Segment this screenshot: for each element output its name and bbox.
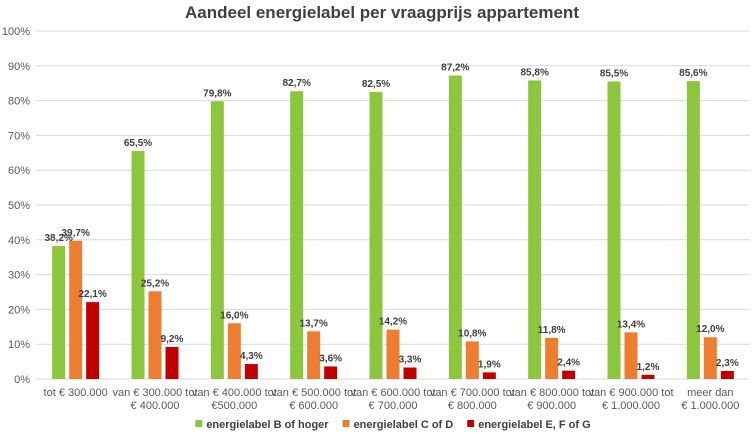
- data-label: 87,2%: [441, 63, 469, 74]
- x-tick-label: van € 400.000 tot €500.000: [192, 387, 277, 412]
- x-tick-label: van € 600.000 tot € 700.000: [350, 387, 435, 412]
- data-label: 25,2%: [141, 278, 169, 289]
- bar: [210, 101, 224, 380]
- bar: [686, 81, 700, 379]
- data-label: 14,2%: [379, 317, 407, 328]
- data-labels: 38,2%39,7% 22,1% 65,5% 25,2% 9,2% 79,8% 16,0% 4…: [44, 63, 738, 373]
- y-tick-label: 90%: [8, 61, 30, 73]
- y-tick-label: 40%: [8, 235, 30, 247]
- data-label: 85,8%: [520, 67, 548, 78]
- data-label: 2,3%: [716, 358, 739, 369]
- bar: [165, 346, 179, 379]
- bar: [307, 331, 321, 379]
- data-label: 2,4%: [557, 358, 580, 369]
- bar: [290, 91, 304, 379]
- bar: [465, 341, 479, 379]
- x-tick-label: meer dan € 1.000.000: [681, 387, 739, 412]
- y-tick-label: 50%: [8, 200, 30, 212]
- data-label: 82,5%: [362, 79, 390, 90]
- legend-label: energielabel E, F of G: [478, 419, 590, 431]
- data-label: 3,6%: [319, 353, 342, 364]
- bar: [244, 364, 258, 379]
- x-tick-label: tot € 300.000: [44, 387, 108, 399]
- data-label: 13,4%: [617, 319, 645, 330]
- bar: [720, 370, 734, 379]
- legend-label: energielabel C of D: [354, 419, 454, 431]
- y-tick-label: 20%: [8, 304, 30, 316]
- bar: [703, 337, 717, 379]
- data-label: 1,2%: [637, 362, 660, 373]
- data-label: 79,8%: [203, 88, 231, 99]
- legend-label: energielabel B of hoger: [206, 419, 329, 431]
- x-tick-label: van € 900.000 tot € 1.000.000: [588, 387, 673, 412]
- data-label: 10,8%: [458, 328, 486, 339]
- y-tick-label: 70%: [8, 130, 30, 142]
- bar: [607, 81, 621, 380]
- bar: [52, 246, 66, 379]
- y-tick-label: 60%: [8, 165, 30, 177]
- x-tick-label: van € 300.000 tot € 400.000: [112, 387, 197, 412]
- data-label: 3,3%: [399, 355, 422, 366]
- chart-title: Aandeel energielabel per vraagprijs appa…: [185, 3, 579, 22]
- data-label: 13,7%: [299, 318, 327, 329]
- x-tick-label: van € 500.000 tot € 600.000: [271, 387, 356, 412]
- data-label: 12,0%: [696, 324, 724, 335]
- bar: [148, 291, 162, 379]
- data-label: 9,2%: [161, 334, 184, 345]
- data-label: 11,8%: [538, 325, 566, 336]
- bars: [52, 75, 734, 380]
- legend: energielabel B of hoger energielabel C of…: [195, 419, 591, 431]
- data-label: 85,6%: [679, 68, 707, 79]
- bar: [448, 75, 462, 379]
- bar: [86, 302, 100, 379]
- data-label: 82,7%: [282, 78, 310, 89]
- bar: [403, 367, 417, 379]
- bar: [624, 332, 638, 379]
- y-axis-ticks: 0% 10% 20% 30% 40% 50% 60% 70% 80% 90% 100%: [2, 26, 30, 386]
- bar: [69, 240, 83, 379]
- bar: [641, 374, 655, 379]
- legend-swatch: [195, 420, 203, 427]
- data-label: 39,7%: [61, 228, 89, 239]
- data-label: 85,5%: [600, 68, 628, 79]
- bar: [482, 372, 496, 379]
- data-label: 1,9%: [478, 359, 501, 370]
- y-tick-label: 30%: [8, 270, 30, 282]
- bar: [131, 151, 145, 379]
- bar: [545, 337, 559, 379]
- x-tick-label: van € 800.000 tot € 900.000: [509, 387, 594, 412]
- x-axis-ticks: tot € 300.000 van € 300.000 tot € 400.000v…: [44, 387, 740, 412]
- y-tick-label: 100%: [2, 26, 30, 38]
- bar: [528, 80, 542, 379]
- bar: [386, 329, 400, 379]
- bar: [369, 91, 383, 380]
- data-label: 16,0%: [220, 310, 248, 321]
- legend-swatch: [342, 420, 350, 427]
- data-label: 4,3%: [240, 351, 263, 362]
- data-label: 22,1%: [78, 289, 106, 300]
- x-tick-label: van € 700.000 tot € 800.000: [430, 387, 515, 412]
- y-tick-label: 0%: [14, 374, 30, 386]
- bar: [324, 366, 338, 379]
- legend-swatch: [467, 420, 475, 427]
- data-label: 65,5%: [124, 138, 152, 149]
- bar: [562, 370, 576, 379]
- data-label: 38,2%: [44, 233, 72, 244]
- y-tick-label: 10%: [8, 339, 30, 351]
- y-tick-label: 80%: [8, 96, 30, 108]
- bar: [227, 323, 241, 379]
